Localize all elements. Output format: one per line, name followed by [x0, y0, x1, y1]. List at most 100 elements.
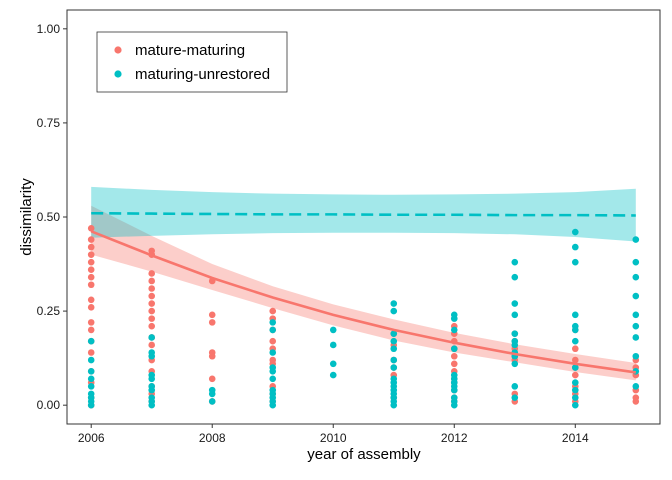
data-point-series-0-6: [87, 273, 95, 281]
data-point-series-1-39: [390, 330, 398, 337]
data-point-series-0-26: [148, 315, 156, 322]
data-point-series-0-78: [571, 345, 579, 353]
data-point-series-0-29: [148, 341, 156, 349]
data-point-series-1-8: [87, 401, 95, 409]
data-point-series-1-34: [329, 341, 337, 349]
legend-key-series-0: [114, 46, 122, 54]
data-point-series-1-92: [632, 311, 640, 319]
data-point-series-1-67: [511, 311, 519, 319]
data-point-series-0-25: [148, 307, 156, 315]
data-point-series-1-54: [450, 326, 458, 334]
data-point-series-1-79: [571, 311, 579, 319]
data-point-series-1-70: [511, 341, 519, 349]
data-point-series-0-22: [148, 285, 156, 292]
data-point-series-1-2: [87, 368, 95, 375]
data-point-series-1-21: [208, 398, 216, 405]
data-point-series-0-42: [269, 307, 277, 315]
fit-lines: [90, 211, 636, 374]
y-tick-label-1: 0.25: [37, 304, 61, 318]
data-point-series-1-94: [632, 334, 640, 341]
data-point-series-0-23: [148, 292, 156, 300]
data-point-series-1-51: [390, 401, 398, 409]
data-point-series-1-73: [511, 360, 519, 368]
data-point-series-0-0: [87, 224, 95, 232]
data-point-series-0-1: [87, 236, 95, 243]
data-points: [87, 224, 640, 409]
legend-key-series-1: [114, 70, 122, 78]
data-point-series-0-21: [148, 277, 156, 285]
data-point-series-1-9: [148, 334, 156, 341]
data-point-series-1-22: [269, 319, 277, 326]
data-point-series-0-5: [87, 266, 95, 273]
x-axis: 2006 2008 2010 2012 2014: [78, 424, 589, 445]
x-axis-title: year of assembly: [307, 446, 421, 463]
x-tick-label-4: 2014: [562, 431, 589, 445]
data-point-series-1-82: [571, 337, 579, 345]
data-point-series-0-24: [148, 300, 156, 307]
data-point-series-0-81: [571, 371, 579, 379]
data-point-series-1-35: [329, 360, 337, 368]
x-tick-label-2: 2010: [320, 431, 347, 445]
data-point-series-1-86: [571, 394, 579, 401]
data-point-series-1-13: [148, 375, 156, 383]
data-point-series-1-78: [571, 258, 579, 266]
data-point-series-1-97: [632, 383, 640, 390]
data-point-series-1-23: [269, 326, 277, 334]
data-point-series-1-1: [87, 356, 95, 364]
confidence-ribbon-series-0: [91, 205, 636, 381]
data-point-series-1-74: [511, 383, 519, 390]
data-point-series-1-11: [148, 352, 156, 360]
data-point-series-1-0: [87, 337, 95, 345]
data-point-series-0-2: [87, 243, 95, 251]
data-point-series-1-53: [450, 315, 458, 322]
data-point-series-0-79: [571, 356, 579, 364]
y-axis-title: dissimilarity: [18, 178, 35, 256]
data-point-series-0-20: [148, 270, 156, 277]
data-point-series-1-41: [390, 345, 398, 353]
fit-line-series-0: [90, 230, 636, 374]
data-point-series-1-63: [450, 401, 458, 409]
data-point-series-1-3: [87, 375, 95, 383]
data-point-series-1-36: [329, 371, 337, 379]
data-point-series-1-64: [511, 258, 519, 266]
data-point-series-0-8: [87, 296, 95, 304]
x-tick-label-1: 2008: [199, 431, 226, 445]
data-point-series-0-13: [87, 349, 95, 356]
x-tick-label-0: 2006: [78, 431, 105, 445]
data-point-series-0-37: [208, 319, 216, 326]
data-point-series-1-33: [329, 326, 337, 334]
data-point-series-1-20: [208, 390, 216, 398]
data-point-series-1-84: [571, 379, 579, 386]
data-point-series-1-32: [269, 401, 277, 409]
data-point-series-1-76: [571, 228, 579, 236]
data-point-series-1-4: [87, 383, 95, 390]
data-point-series-1-43: [390, 364, 398, 371]
data-point-series-1-66: [511, 300, 519, 307]
data-point-series-0-40: [208, 375, 216, 383]
data-point-series-0-45: [269, 337, 277, 345]
data-point-series-1-85: [571, 386, 579, 394]
data-point-series-1-37: [390, 300, 398, 307]
y-axis: 0.00 0.25 0.50 0.75 1.00: [37, 22, 67, 412]
data-point-series-1-27: [269, 375, 277, 383]
data-point-series-1-24: [269, 349, 277, 356]
data-point-series-0-3: [87, 251, 95, 258]
data-point-series-1-26: [269, 368, 277, 375]
fit-line-series-1: [91, 211, 636, 217]
data-point-series-0-63: [450, 360, 458, 368]
data-point-series-1-88: [632, 236, 640, 243]
data-point-series-1-55: [450, 345, 458, 353]
data-point-series-0-27: [148, 322, 156, 330]
data-point-series-1-77: [571, 243, 579, 251]
y-tick-label-3: 0.75: [37, 116, 61, 130]
data-point-series-1-60: [450, 386, 458, 394]
data-point-series-1-38: [390, 307, 398, 315]
data-point-series-0-11: [87, 326, 95, 334]
data-point-series-1-68: [511, 330, 519, 337]
data-point-series-1-81: [571, 326, 579, 334]
data-point-series-0-90: [632, 398, 640, 405]
legend-label-series-1: maturing-unrestored: [135, 66, 270, 83]
data-point-series-1-91: [632, 292, 640, 300]
